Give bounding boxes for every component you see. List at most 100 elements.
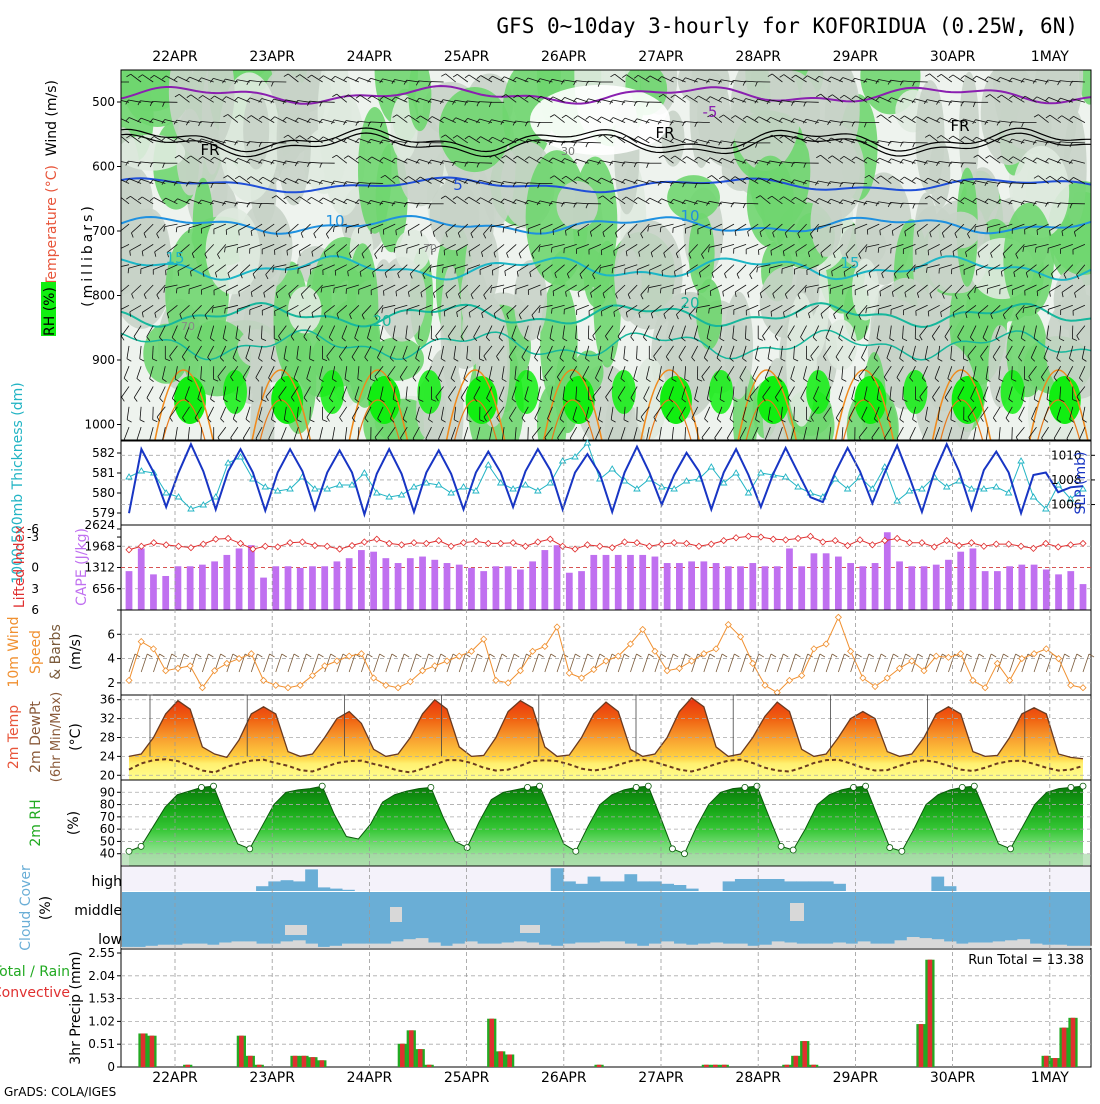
wind-barb-flag xyxy=(285,268,286,273)
cloud-high-bar xyxy=(624,874,637,891)
rh-point xyxy=(198,784,204,790)
precip-panel-frame xyxy=(121,949,1091,1067)
cape-bar xyxy=(260,578,267,610)
contour-label: FR xyxy=(655,124,674,142)
cloud-low-bar xyxy=(637,946,650,948)
cape-bar xyxy=(236,548,243,610)
cloud-high-bar xyxy=(330,889,343,891)
cloud-label: Cloud Cover xyxy=(18,865,34,951)
cape-bar xyxy=(211,561,218,610)
cape-bar xyxy=(309,566,316,610)
cape-bar xyxy=(823,553,830,610)
cape-bar xyxy=(1080,584,1087,610)
cape-bar xyxy=(395,563,402,610)
cloud-high-bar xyxy=(661,884,674,891)
precip-convective-bar xyxy=(418,1049,423,1067)
cloud-midlow-band xyxy=(122,892,1090,948)
cape-bar xyxy=(297,568,304,610)
cape-bar xyxy=(957,552,964,610)
rh-shade xyxy=(730,49,800,170)
cloud-high-bar xyxy=(293,881,306,891)
contour-label: 70 xyxy=(423,242,437,255)
wind-barb-flag xyxy=(114,117,118,120)
cloud-low-bar xyxy=(379,944,392,948)
rh-point xyxy=(863,783,869,789)
contour-label: FR xyxy=(950,117,969,135)
cape-bar xyxy=(468,568,475,610)
cloud-low-bar xyxy=(575,943,588,949)
slp-label-group: SLP (mb) xyxy=(1073,451,1089,514)
rh-point xyxy=(887,845,893,851)
precip-convective-bar xyxy=(507,1054,512,1067)
wind-barb-flag xyxy=(119,232,121,237)
rh-point xyxy=(1068,784,1074,790)
rh-point xyxy=(428,784,434,790)
temp2m-unit: (°C) xyxy=(68,723,84,751)
wind-barb-flag xyxy=(115,135,119,137)
precip-convective-bar xyxy=(928,960,933,1067)
wind10m-label-line2: Speed xyxy=(28,630,44,674)
top-date-label: 28APR xyxy=(735,49,781,65)
cloud-cover-panel: high middle low Cloud Cover (%) xyxy=(18,865,1092,951)
precip-tick-label: 0.51 xyxy=(88,1037,115,1051)
cloud-low-bar xyxy=(686,945,699,948)
precip-legend-convective: Convective xyxy=(0,985,70,1001)
cape-bar xyxy=(700,561,707,610)
cape-bar xyxy=(652,557,659,610)
rh-point xyxy=(633,784,639,790)
cloud-low-bar xyxy=(600,941,613,948)
cloud-low-bar xyxy=(121,947,134,948)
rh-point xyxy=(525,784,531,790)
cape-bar xyxy=(138,548,145,610)
wind-barb-flag xyxy=(1037,230,1038,235)
precip-tick-label: 2.55 xyxy=(88,946,115,960)
cloud-low-bar xyxy=(1017,939,1030,948)
cape-bar xyxy=(615,555,622,610)
cloud-high-bar xyxy=(649,881,662,891)
chart-title: GFS 0~10day 3-hourly for KOFORIDUA (0.25… xyxy=(496,14,1078,38)
cape-bar xyxy=(811,553,818,610)
rh-shade xyxy=(237,329,275,367)
cape-bar xyxy=(334,561,341,610)
precip-convective-bar xyxy=(302,1056,307,1067)
cape-bar xyxy=(431,560,438,610)
rh-shade-dry xyxy=(530,85,670,155)
contour-label: 30 xyxy=(561,145,575,158)
wind-barb-flag xyxy=(660,288,661,293)
cloud-high-bar xyxy=(305,869,318,891)
precip-convective-bar xyxy=(919,1024,924,1067)
wind10m-label-line1: 10m Wind xyxy=(6,616,22,687)
temp2m-label-line2: 2m DewPt xyxy=(28,701,44,773)
pressure-axis-label: (millibars) xyxy=(80,203,96,307)
cloud-low-bar xyxy=(1042,945,1055,948)
rh-point xyxy=(1008,846,1014,852)
rh-point xyxy=(138,843,144,849)
cape-bar xyxy=(370,552,377,610)
cloud-high-bar xyxy=(796,881,809,891)
cloud-high-bar xyxy=(772,879,785,891)
cloud-high-bar xyxy=(588,877,601,891)
wind-barb-flag xyxy=(710,291,711,296)
contour-label: 10 xyxy=(680,207,699,225)
precip-convective-bar xyxy=(498,1051,503,1067)
cloud-low-bar xyxy=(821,944,834,948)
precip-convective-bar xyxy=(185,1065,190,1067)
cloud-low-bar xyxy=(453,944,466,948)
cape-bar xyxy=(566,573,573,610)
rh-point xyxy=(790,847,796,853)
cape-bar xyxy=(493,566,500,610)
bottom-date-label: 25APR xyxy=(444,1070,490,1086)
cape-bar xyxy=(798,566,805,610)
contour-label: 70 xyxy=(181,320,195,333)
cape-bar xyxy=(1031,565,1038,610)
thickness-tick-label: 581 xyxy=(92,466,115,480)
rh-point xyxy=(319,783,325,789)
cloud-low-bar xyxy=(1054,945,1067,948)
bottom-date-label: 22APR xyxy=(152,1070,198,1086)
temperature-label: Temperature (°C) xyxy=(44,165,60,287)
wind-barb-flag xyxy=(987,227,988,232)
cloud-low-bar xyxy=(538,945,551,948)
precip-convective-bar xyxy=(1053,1058,1058,1067)
